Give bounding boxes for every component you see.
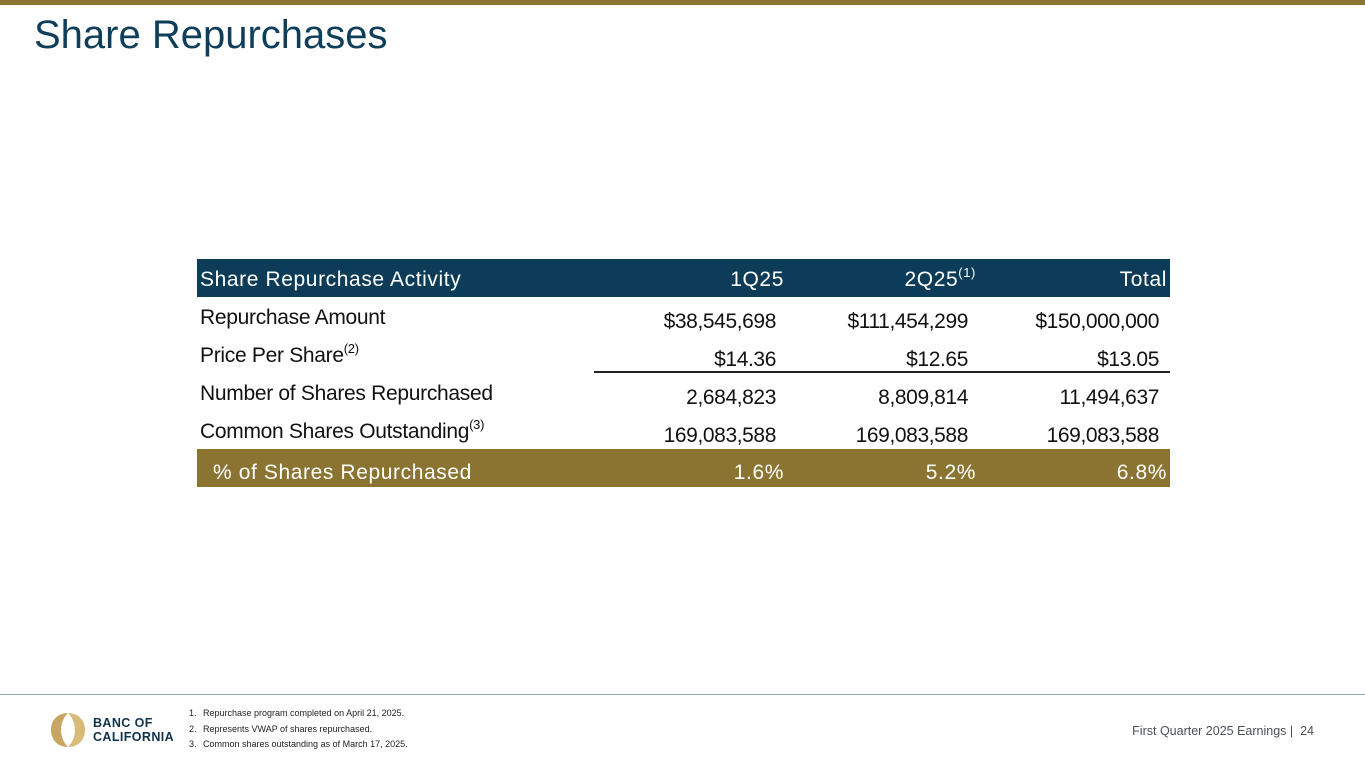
cell-value: 169,083,588 [1046, 424, 1160, 447]
cell-value: 169,083,588 [663, 424, 777, 447]
logo-line-1: BANC OF [93, 716, 153, 730]
cell-value: $111,454,299 [847, 310, 968, 333]
row-label-common-shares-outstanding: Common Shares Outstanding(3) [200, 417, 485, 443]
cell-value: 2,684,823 [686, 386, 776, 409]
logo-line-2: CALIFORNIA [93, 730, 175, 744]
footer-divider [0, 694, 1365, 695]
header-col-total: Total [1119, 268, 1167, 291]
table-row: Repurchase Amount $38,545,698 $111,454,2… [197, 297, 1170, 335]
table-row: Common Shares Outstanding(3) 169,083,588… [197, 411, 1170, 449]
footnote: 1. Repurchase program completed on April … [189, 708, 405, 718]
page-title: Share Repurchases [34, 13, 388, 57]
table-row: Price Per Share(2) $14.36 $12.65 $13.05 [197, 335, 1170, 373]
header-label: Share Repurchase Activity [200, 268, 462, 291]
cell-value: $12.65 [906, 348, 968, 371]
footer-deck-title: First Quarter 2025 Earnings | [1132, 724, 1294, 738]
footnotes: 1. Repurchase program completed on April … [189, 706, 408, 753]
total-row-label: % of Shares Repurchased [213, 461, 472, 484]
footnote: 2. Represents VWAP of shares repurchased. [189, 723, 373, 734]
table-header-row: Share Repurchase Activity 1Q25 2Q25(1) T… [197, 259, 1170, 297]
row-label-repurchase-amount: Repurchase Amount [200, 306, 386, 329]
table-row: Number of Shares Repurchased 2,684,823 8… [197, 373, 1170, 411]
share-repurchase-table: Share Repurchase Activity 1Q25 2Q25(1) T… [197, 259, 1170, 487]
top-accent-bar [0, 0, 1365, 5]
total-value-total: 6.8% [1116, 461, 1167, 484]
footnote: 3. Common shares outstanding as of March … [189, 739, 408, 749]
cell-value: $13.05 [1097, 348, 1159, 371]
footnote-ref: (2) [343, 341, 359, 356]
total-value-1q25: 1.6% [733, 461, 784, 484]
header-col-1q25: 1Q25 [730, 268, 784, 291]
header-col-2q25: 2Q25(1) [904, 265, 976, 291]
cell-value: 169,083,588 [855, 424, 969, 447]
row-label-price-per-share: Price Per Share(2) [200, 341, 359, 367]
cell-value: 11,494,637 [1059, 386, 1159, 409]
logo-wordmark: BANC OF CALIFORNIA [93, 716, 183, 744]
page-number: 24 [1300, 724, 1314, 738]
banc-of-california-logo-icon [51, 713, 85, 747]
cell-value: $150,000,000 [1035, 310, 1159, 333]
footer-page-label: First Quarter 2025 Earnings | 24 [1132, 724, 1314, 738]
table-total-row: % of Shares Repurchased 1.6% 5.2% 6.8% [197, 449, 1170, 487]
total-value-2q25: 5.2% [925, 461, 976, 484]
cell-value: $38,545,698 [663, 310, 777, 333]
header-col-2q25-footnote-ref: (1) [958, 265, 976, 280]
footnote-ref: (3) [469, 417, 485, 432]
cell-value: $14.36 [714, 348, 776, 371]
row-label-number-of-shares: Number of Shares Repurchased [200, 382, 493, 405]
subtotal-divider [594, 371, 1170, 373]
cell-value: 8,809,814 [878, 386, 968, 409]
